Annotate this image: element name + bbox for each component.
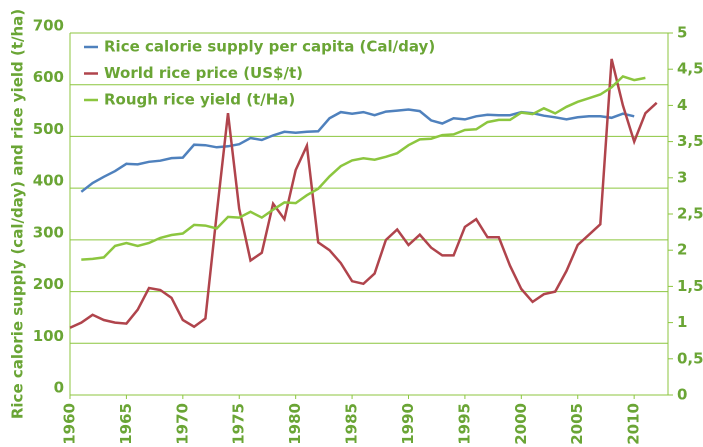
y2-tick-label: 4 <box>677 96 687 114</box>
y2-tick-label: 2 <box>677 241 687 259</box>
y-axis-title: Rice calorie supply (cal/day) and rice y… <box>9 9 27 419</box>
x-tick-label: 1965 <box>117 403 135 445</box>
y-tick-label: 100 <box>33 327 64 345</box>
y2-tick-label: 3 <box>677 168 687 186</box>
y2-tick-label: 0,5 <box>677 349 703 367</box>
x-tick-label: 1960 <box>61 403 79 445</box>
y-tick-label: 600 <box>33 68 64 86</box>
y2-tick-label: 4,5 <box>677 60 703 78</box>
x-tick-label: 1975 <box>230 403 248 445</box>
x-tick-label: 1995 <box>455 403 473 445</box>
x-tick-label: 2010 <box>625 403 643 445</box>
series-line <box>69 58 658 329</box>
y2-tick-label: 3,5 <box>677 132 703 150</box>
y2-tick-label: 0 <box>677 386 687 404</box>
legend-label: Rice calorie supply per capita (Cal/day) <box>104 38 435 56</box>
x-tick-label: 1980 <box>286 403 304 445</box>
y2-tick-label: 1,5 <box>677 277 703 295</box>
y-tick-label: 400 <box>33 172 64 190</box>
x-tick-label: 2005 <box>568 403 586 445</box>
x-tick-label: 1990 <box>399 403 417 445</box>
y-tick-label: 300 <box>33 223 64 241</box>
x-tick-label: 2000 <box>512 403 530 445</box>
y2-tick-label: 2,5 <box>677 205 703 223</box>
y2-tick-label: 1 <box>677 313 687 331</box>
y-tick-label: 700 <box>33 17 64 35</box>
legend-label: World rice price (US$/t) <box>104 64 303 82</box>
y2-tick-label: 5 <box>677 24 687 42</box>
y-tick-label: 200 <box>33 275 64 293</box>
legend-label: Rough rice yield (t/Ha) <box>104 91 295 109</box>
x-tick-label: 1970 <box>173 403 191 445</box>
series-line <box>80 108 635 193</box>
x-tick-label: 1985 <box>343 403 361 445</box>
y-tick-label: 500 <box>33 120 64 138</box>
series-line <box>81 74 646 261</box>
y-tick-label: 0 <box>54 379 64 397</box>
